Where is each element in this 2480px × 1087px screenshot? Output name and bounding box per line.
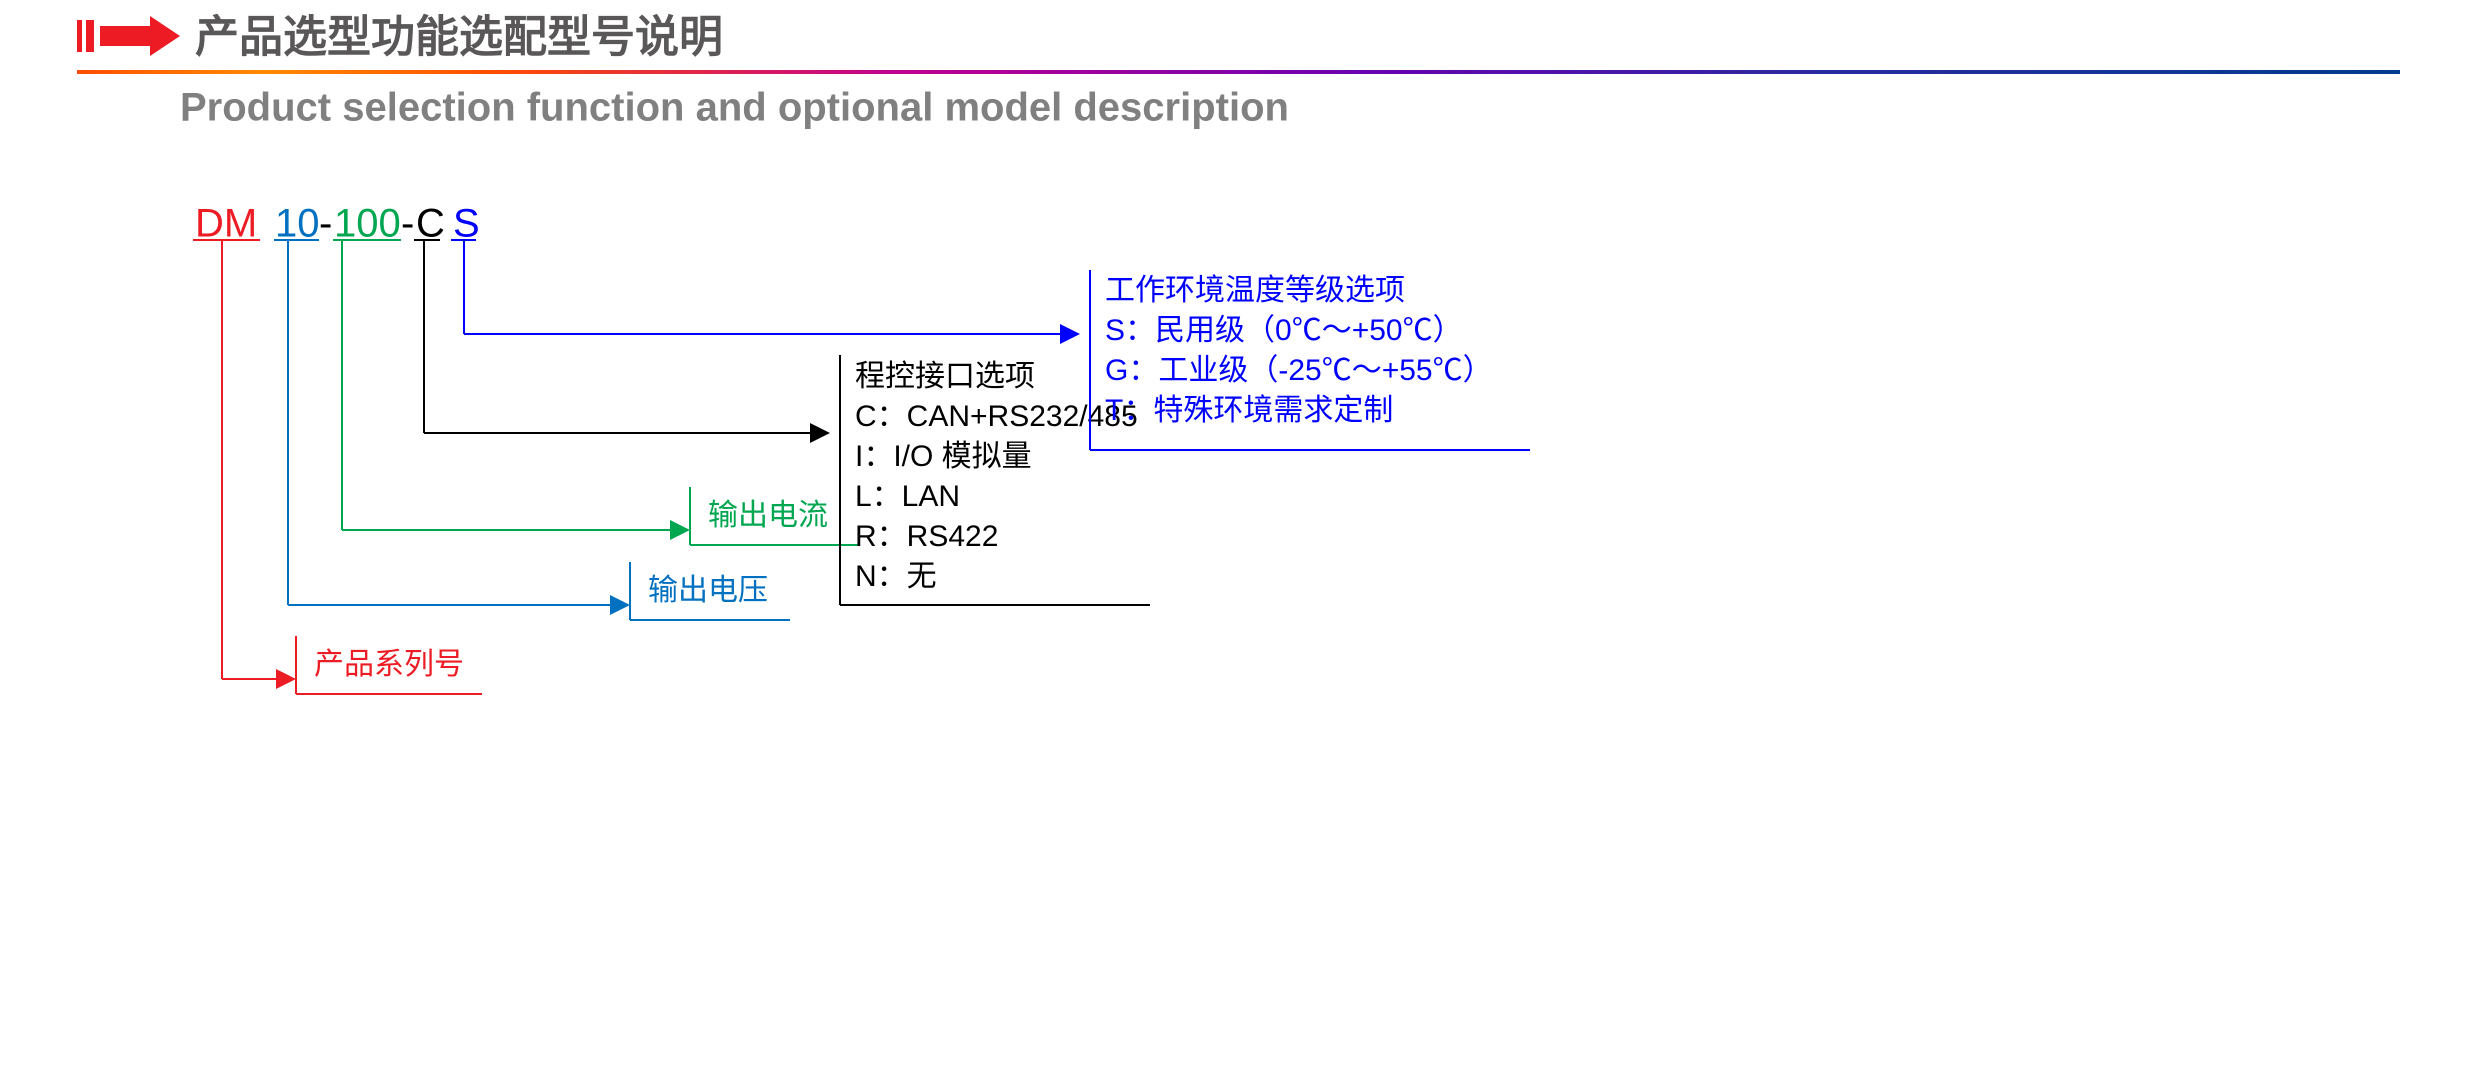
label-series: 产品系列号 (314, 648, 464, 681)
code-hyphen-a100: - (401, 202, 414, 246)
header-bar-1 (77, 20, 82, 52)
label-voltage: 输出电压 (648, 574, 768, 607)
interface-title: 程控接口选项 (855, 360, 1035, 393)
temp-line-2: T：特殊环境需求定制 (1105, 394, 1393, 427)
temp-line-0: S：民用级（0℃～+50℃） (1105, 314, 1463, 347)
arrowhead (810, 423, 830, 443)
arrowhead (1060, 324, 1080, 344)
header-bar-2 (86, 20, 94, 52)
temp-line-1: G：工业级（-25℃～+55℃） (1105, 354, 1493, 387)
code-hyphen-v10: - (319, 202, 332, 246)
code-seg-a100: 100 (334, 202, 401, 246)
label-current: 输出电流 (708, 499, 828, 532)
interface-line-0: C：CAN+RS232/485 (855, 400, 1138, 433)
gradient-divider (77, 70, 2400, 74)
code-seg-v10: 10 (275, 202, 320, 246)
code-seg-c: C (416, 202, 445, 246)
interface-line-2: L：LAN (855, 480, 960, 513)
temp-title: 工作环境温度等级选项 (1105, 274, 1405, 307)
arrowhead (610, 595, 630, 615)
diagram-svg: 产品选型功能选配型号说明 Product selection function a… (0, 0, 2480, 1087)
interface-line-4: N：无 (855, 560, 937, 593)
arrowhead (670, 520, 690, 540)
arrowhead (276, 669, 296, 689)
code-seg-s: S (453, 202, 480, 246)
title-cn: 产品选型功能选配型号说明 (195, 13, 723, 62)
title-en: Product selection function and optional … (180, 86, 1289, 130)
code-seg-dm: DM (195, 202, 257, 246)
interface-line-3: R：RS422 (855, 520, 998, 553)
header-arrow-icon (100, 16, 180, 56)
interface-line-1: I：I/O 模拟量 (855, 440, 1032, 473)
page-root: 产品选型功能选配型号说明 Product selection function a… (0, 0, 2480, 1087)
